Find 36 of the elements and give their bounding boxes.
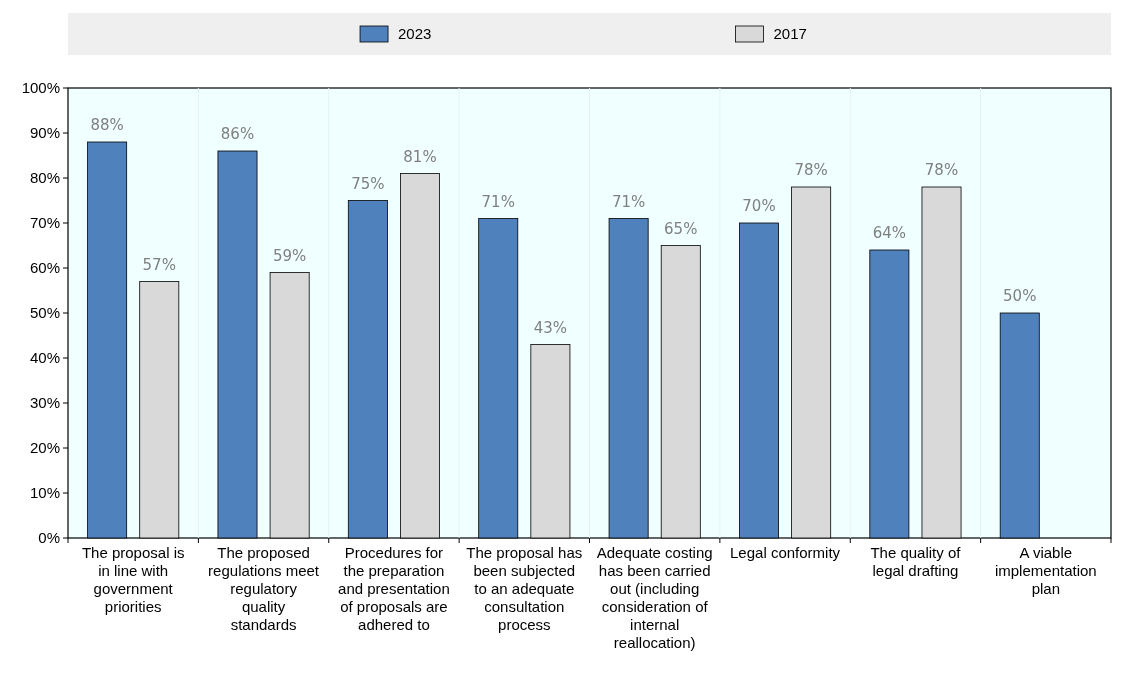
y-tick-label: 50% <box>29 304 60 322</box>
data-label: 59% <box>272 246 307 265</box>
legend-label: 2023 <box>398 25 432 42</box>
x-tick-label: The proposal has been subjected to an adequate consultation process <box>466 544 583 633</box>
y-tick-label: 80% <box>29 169 60 187</box>
data-label: 50% <box>1003 287 1037 305</box>
data-label: 78% <box>794 161 828 179</box>
data-label: 75% <box>351 174 385 193</box>
y-tick-label: 70% <box>29 214 60 232</box>
data-label: 65% <box>664 219 698 238</box>
y-tick-label: 10% <box>29 484 60 502</box>
data-label: 57% <box>142 255 176 274</box>
x-tick-label: The proposal is in line with government priorities <box>81 544 185 615</box>
data-label: 86% <box>220 125 255 143</box>
y-tick-label: 90% <box>29 124 60 142</box>
y-tick-label: 60% <box>29 259 60 277</box>
data-label: 81% <box>403 147 437 166</box>
y-tick-label: 20% <box>29 439 60 457</box>
data-label: 70% <box>742 197 776 215</box>
data-label: 88% <box>90 116 124 134</box>
data-label: 78% <box>924 161 959 179</box>
y-tick-label: 40% <box>29 349 60 367</box>
x-tick-label: The proposed regulations meet regulatory quality standards <box>208 544 320 633</box>
y-tick-label: 100% <box>21 79 60 97</box>
data-label: 64% <box>872 224 907 242</box>
data-label: 71% <box>611 192 646 211</box>
x-tick-label: Legal conformity <box>730 544 841 561</box>
y-tick-label: 30% <box>29 394 60 412</box>
x-tick-label: Procedures for the preparation and presentation of proposals are adhered to <box>338 544 450 633</box>
y-tick-label: 0% <box>38 529 60 547</box>
x-tick-label: Adequate costing has been carried out (including consideration of internal reallocation) <box>596 544 713 651</box>
data-label: 71% <box>481 192 515 211</box>
x-tick-label: The quality of legal drafting <box>870 544 962 579</box>
x-tick-label: A viable implementation plan <box>994 544 1097 597</box>
legend-label: 2017 <box>773 25 807 42</box>
data-label: 43% <box>533 318 568 337</box>
